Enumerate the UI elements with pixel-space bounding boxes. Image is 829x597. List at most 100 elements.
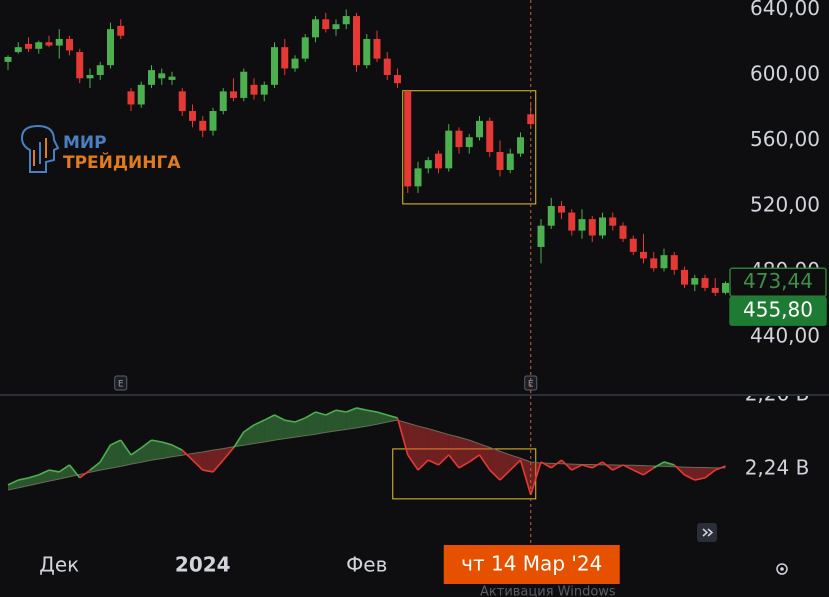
indicator-line: [529, 461, 542, 496]
candle-body: [199, 120, 207, 131]
indicator-pane: 2,24 B 2,26 B: [7, 396, 810, 500]
indicator-line: [591, 461, 603, 469]
indicator-line: [294, 417, 306, 423]
candle-body: [127, 91, 135, 105]
indicator-fill: [459, 437, 470, 468]
indicator-line: [612, 464, 624, 471]
candle-body: [650, 258, 658, 269]
candle-body: [219, 91, 227, 112]
indicator-line: [673, 464, 686, 476]
settings-button[interactable]: [776, 563, 788, 575]
indicator-line: [714, 465, 726, 471]
indicator-line: [519, 459, 532, 496]
indicator-line: [560, 459, 573, 471]
indicator-fill: [284, 420, 295, 439]
candle-body: [55, 38, 63, 46]
candle-body: [14, 47, 22, 53]
indicator-line: [325, 409, 337, 416]
candle-body: [137, 84, 145, 105]
indicator-fill: [274, 414, 285, 441]
indicator-fill: [264, 414, 275, 442]
indicator-fill: [254, 420, 265, 444]
indicator-line: [468, 454, 480, 463]
logo-text: МИР: [63, 133, 107, 153]
settings-icon: [780, 567, 784, 571]
price-label-box: [729, 296, 827, 326]
indicator-fill: [172, 444, 183, 457]
indicator-line: [663, 461, 675, 466]
y-tick-label: 2,24 B: [745, 455, 810, 479]
indicator-fill: [428, 428, 439, 465]
indicator-line: [704, 469, 716, 479]
candle-body: [424, 160, 432, 169]
indicator-line: [653, 461, 665, 469]
candle-body: [547, 206, 555, 226]
candle-body: [486, 120, 494, 152]
indicator-line: [7, 479, 19, 486]
indicator-line: [38, 469, 50, 476]
candle-body: [107, 29, 114, 66]
indicator-fill: [151, 440, 162, 461]
highlight-box: [402, 90, 537, 205]
indicator-line: [366, 409, 378, 413]
indicator-fill: [366, 410, 377, 427]
indicator-fill: [213, 448, 224, 472]
candle-body: [660, 255, 668, 269]
indicator-line: [509, 459, 522, 471]
indicator-line: [499, 469, 511, 481]
indicator-line: [622, 464, 634, 471]
indicator-fill: [8, 480, 19, 491]
candle-body: [250, 84, 258, 95]
indicator-line: [68, 464, 81, 479]
indicator-fill: [653, 461, 664, 468]
earnings-marker[interactable]: [114, 375, 128, 391]
candle-body: [578, 219, 586, 231]
indicator-line: [274, 414, 286, 421]
indicator-line: [427, 459, 439, 466]
logo-head: [20, 124, 60, 173]
indicator-fill: [141, 440, 152, 463]
logo-text: ТРЕЙДИНГА: [63, 151, 181, 173]
y-tick-label: 640,00: [750, 0, 820, 20]
indicator-line: [284, 419, 296, 423]
indicator-line: [243, 424, 255, 433]
candle-body: [537, 225, 545, 247]
indicator-line: [376, 411, 388, 416]
candle-body: [312, 19, 319, 38]
y-tick-label: 520,00: [750, 193, 820, 217]
y-tick-label: 600,00: [750, 62, 820, 86]
earnings-label: E: [118, 380, 124, 390]
indicator-line: [356, 407, 367, 411]
indicator-line: [99, 444, 112, 463]
indicator-line: [110, 439, 122, 446]
indicator-line: [540, 461, 552, 469]
y-tick-label: 440,00: [750, 324, 820, 348]
indicator-line: [396, 417, 409, 456]
candle-body: [517, 137, 524, 154]
candle-body: [414, 168, 422, 187]
candle-body: [291, 58, 299, 69]
indicator-fill: [336, 410, 347, 431]
indicator-fill: [305, 412, 316, 436]
logo: МИР ТРЕЙДИНГА: [20, 124, 181, 173]
indicator-line: [581, 464, 593, 469]
indicator-line: [232, 431, 245, 449]
crosshair-label-box: [443, 545, 620, 584]
candle-body: [629, 238, 637, 252]
candle-body: [322, 19, 330, 30]
indicator-fill: [295, 417, 306, 438]
indicator-fill: [510, 454, 521, 471]
candle-body: [178, 91, 186, 112]
indicator-fill: [694, 467, 705, 481]
candle-body: [588, 219, 596, 236]
candle-body: [691, 278, 699, 285]
candle-body: [342, 16, 350, 25]
candle-body: [332, 24, 340, 30]
candle-body: [4, 56, 12, 62]
indicator-line: [253, 419, 265, 426]
indicator-line: [212, 459, 224, 473]
indicator-line: [140, 439, 152, 449]
candle-body: [496, 151, 504, 170]
indicator-line: [315, 411, 326, 416]
